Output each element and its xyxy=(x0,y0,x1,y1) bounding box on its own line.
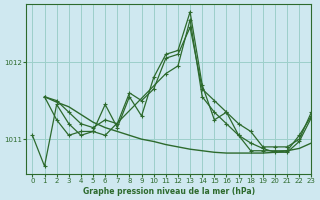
X-axis label: Graphe pression niveau de la mer (hPa): Graphe pression niveau de la mer (hPa) xyxy=(83,187,255,196)
